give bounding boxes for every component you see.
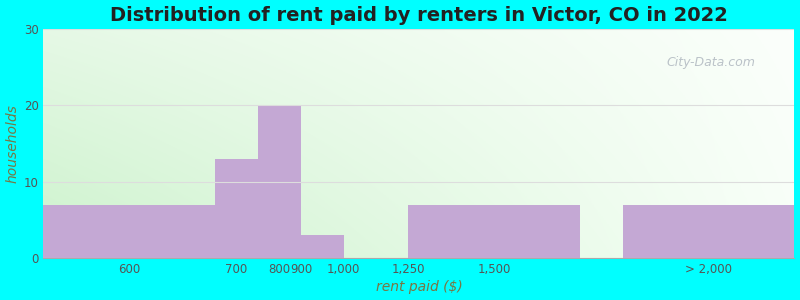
- Bar: [43, 205, 215, 258]
- Bar: [408, 205, 580, 258]
- Bar: [258, 105, 301, 258]
- Bar: [215, 159, 258, 258]
- X-axis label: rent paid ($): rent paid ($): [375, 280, 462, 294]
- Text: City-Data.com: City-Data.com: [666, 56, 756, 69]
- Bar: [622, 205, 794, 258]
- Title: Distribution of rent paid by renters in Victor, CO in 2022: Distribution of rent paid by renters in …: [110, 6, 728, 25]
- Bar: [301, 236, 344, 258]
- Y-axis label: households: households: [6, 104, 19, 183]
